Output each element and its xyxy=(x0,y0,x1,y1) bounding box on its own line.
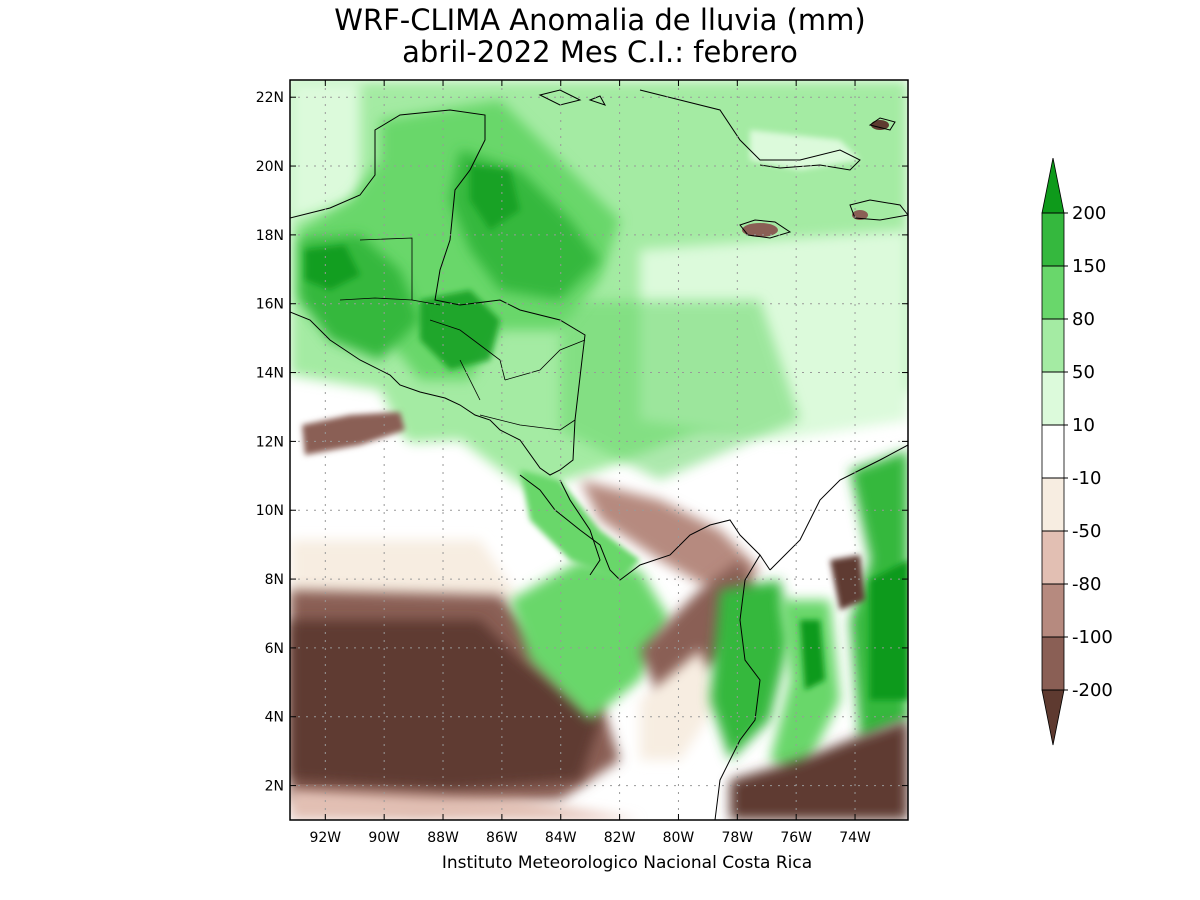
colorbar-label: 50 xyxy=(1072,362,1095,383)
coastlines xyxy=(290,89,908,820)
lat-label: 4N xyxy=(265,710,284,726)
colorbar-legend: 200 150 80 50 10 -10 -50 -80 -100 -200 xyxy=(1041,158,1113,746)
plot-frame xyxy=(289,79,909,821)
colorbar-label: -100 xyxy=(1072,627,1113,648)
credit-text: Instituto Meteorologico Nacional Costa R… xyxy=(441,853,813,873)
lon-label: 74W xyxy=(839,830,871,846)
colorbar-label: -10 xyxy=(1072,468,1101,489)
colorbar-segment xyxy=(1042,531,1064,584)
lat-label: 22N xyxy=(256,90,284,106)
colorbar-segment xyxy=(1042,584,1064,637)
lat-label: 8N xyxy=(265,572,284,588)
colorbar-label: -200 xyxy=(1072,680,1113,701)
longitude-labels: 92W 90W 88W 86W 84W 82W 80W 78W 76W 74W xyxy=(309,830,871,846)
lat-label: 18N xyxy=(256,228,284,244)
colorbar-label: -80 xyxy=(1072,574,1101,595)
colorbar-segment xyxy=(1042,637,1064,690)
lon-label: 92W xyxy=(309,830,341,846)
lat-label: 6N xyxy=(265,641,284,657)
colorbar-label: 80 xyxy=(1072,309,1095,330)
colorbar-segment xyxy=(1042,266,1064,319)
colorbar-segment xyxy=(1042,319,1064,372)
triangle-down-icon xyxy=(1041,689,1065,746)
colorbar-segment xyxy=(1042,372,1064,425)
map-title: WRF-CLIMA Anomalia de lluvia (mm) xyxy=(334,3,866,37)
colorbar-label: 150 xyxy=(1072,256,1106,277)
anomaly-field xyxy=(290,80,908,820)
lat-label: 14N xyxy=(256,366,284,382)
colorbar-label: 10 xyxy=(1072,415,1095,436)
colorbar-segment xyxy=(1042,425,1064,478)
axis-ticks xyxy=(290,80,908,820)
lon-label: 90W xyxy=(368,830,400,846)
lon-label: 86W xyxy=(486,830,518,846)
triangle-up-icon xyxy=(1041,158,1065,214)
latitude-labels: 22N 20N 18N 16N 14N 12N 10N 8N 6N 4N 2N xyxy=(256,90,284,794)
map-subtitle: abril-2022 Mes C.I.: febrero xyxy=(402,35,798,69)
colorbar-segment xyxy=(1042,478,1064,531)
colorbar-label: 200 xyxy=(1072,203,1106,224)
lon-label: 80W xyxy=(663,830,695,846)
lon-label: 82W xyxy=(604,830,636,846)
lat-label: 2N xyxy=(265,779,284,795)
lat-label: 20N xyxy=(256,159,284,175)
lon-label: 84W xyxy=(545,830,577,846)
lat-label: 10N xyxy=(256,503,284,519)
gridlines xyxy=(290,80,908,820)
lon-label: 78W xyxy=(721,830,753,846)
colorbar-label: -50 xyxy=(1072,521,1101,542)
country-borders xyxy=(339,237,586,431)
lat-label: 16N xyxy=(256,297,284,313)
lat-label: 12N xyxy=(256,434,284,450)
lon-label: 88W xyxy=(427,830,459,846)
lon-label: 76W xyxy=(780,830,812,846)
colorbar-segment xyxy=(1042,213,1064,266)
